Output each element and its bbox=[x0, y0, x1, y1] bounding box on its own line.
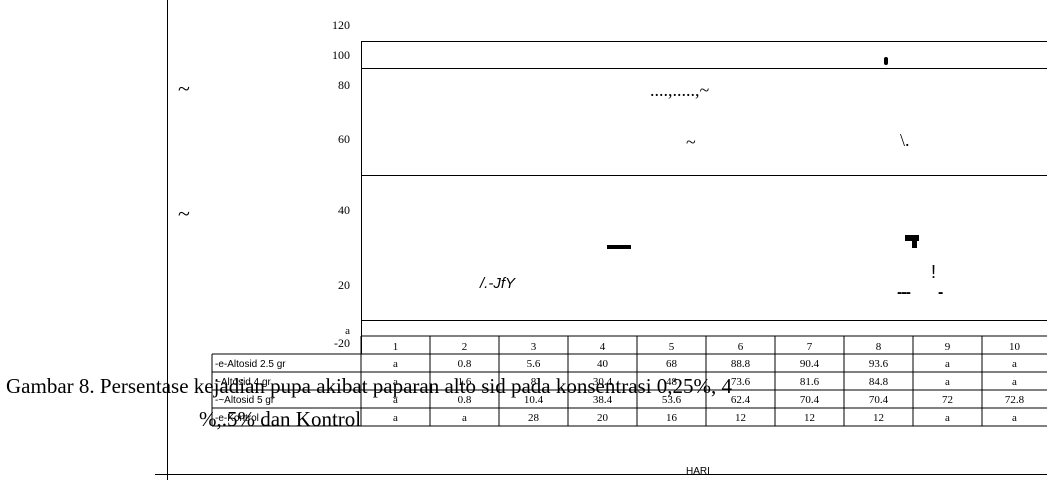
table-cell-value: a bbox=[945, 376, 950, 388]
table-row-label: ~Altosid 4 gr bbox=[215, 377, 272, 388]
table-cell-value: a bbox=[1012, 358, 1017, 370]
chart-bottom-border bbox=[155, 474, 1047, 475]
table-cell-value: a bbox=[393, 358, 398, 370]
y-tick-label: 40 bbox=[338, 203, 350, 217]
table-header-day: 2 bbox=[462, 341, 468, 353]
table-cell-value: a bbox=[393, 412, 398, 424]
gridline-80 bbox=[361, 68, 1047, 69]
table-cell-value: 72.8 bbox=[1005, 394, 1025, 406]
table-header-day: 9 bbox=[945, 341, 951, 353]
table-cell-value: 40 bbox=[597, 358, 609, 370]
table-header-day: 5 bbox=[669, 341, 675, 353]
table-cell-value: a bbox=[393, 394, 398, 406]
table-cell-value: 12 bbox=[804, 412, 815, 424]
table-header-day: 4 bbox=[600, 341, 606, 353]
table-row-label: -e-Kontrol bbox=[215, 413, 259, 424]
table-cell-value: a bbox=[1012, 412, 1017, 424]
y-tick-label: 80 bbox=[338, 78, 350, 92]
table-cell-value: 12 bbox=[735, 412, 746, 424]
table-cell-value: 73.6 bbox=[731, 376, 751, 388]
y-tick-label: 100 bbox=[332, 48, 350, 62]
table-cell-value: 90.4 bbox=[800, 358, 820, 370]
table-cell-value: 70.4 bbox=[800, 394, 820, 406]
ink-bar-mark bbox=[607, 245, 631, 249]
table-cell-value: 0.8 bbox=[458, 394, 472, 406]
table-cell-value: 1.6 bbox=[458, 376, 472, 388]
table-cell-value: 68 bbox=[666, 358, 678, 370]
table-row-label: -~Altosid 5 gr bbox=[215, 395, 275, 406]
table-header-day: 10 bbox=[1009, 341, 1021, 353]
table-cell-value: 38.4 bbox=[593, 394, 613, 406]
y-tick-label: 60 bbox=[338, 132, 350, 146]
table-cell-value: a bbox=[945, 412, 950, 424]
y-tick-extra-label: a bbox=[345, 325, 350, 337]
stray-text-mark: /.-JfY bbox=[480, 275, 516, 292]
table-cell-value: 81.6 bbox=[800, 376, 820, 388]
stray-dotted-mark: ....,.....,~ bbox=[650, 80, 710, 100]
table-cell-value: a bbox=[1012, 376, 1017, 388]
stray-tilde-mark: ~ bbox=[178, 76, 190, 101]
stray-dash-mark: - bbox=[938, 284, 944, 301]
gridline-40 bbox=[361, 175, 1047, 176]
gridline-100 bbox=[361, 41, 1047, 42]
table-cell-value: 0.8 bbox=[458, 358, 472, 370]
y-tick-label: -20 bbox=[334, 336, 350, 350]
table-cell-value: 5.6 bbox=[527, 358, 541, 370]
x-axis-label: HARI bbox=[686, 466, 710, 477]
plot-left-border bbox=[361, 41, 362, 354]
table-cell-value: a bbox=[462, 412, 467, 424]
stray-tilde-mark: ~ bbox=[686, 132, 696, 152]
y-tick-label: 120 bbox=[332, 18, 350, 32]
stray-exclamation-mark: ! bbox=[931, 262, 937, 282]
table-header-day: 3 bbox=[531, 341, 537, 353]
stray-dash-mark: --- bbox=[897, 284, 911, 301]
table-cell-value: 53.6 bbox=[662, 394, 682, 406]
table-cell-value: 93.6 bbox=[869, 358, 889, 370]
table-header-day: 8 bbox=[876, 341, 882, 353]
table-cell-value: 70.4 bbox=[869, 394, 889, 406]
figure-caption-line-1: Gambar 8. Persentase kejadian pupa akiba… bbox=[6, 374, 733, 398]
table-cell-value: 72 bbox=[942, 394, 953, 406]
ink-comma-mark bbox=[905, 235, 919, 241]
stray-backslash-mark: \. bbox=[900, 130, 910, 150]
gridline-0 bbox=[361, 320, 1047, 321]
table-cell-value: 12 bbox=[873, 412, 884, 424]
table-cell-value: 16 bbox=[666, 412, 678, 424]
chart-left-border bbox=[167, 0, 168, 480]
table-header-day: 6 bbox=[738, 341, 744, 353]
table-cell-value: 28 bbox=[528, 412, 540, 424]
table-cell-value: 84.8 bbox=[869, 376, 889, 388]
stray-tilde-mark: ~ bbox=[178, 201, 190, 226]
table-cell-value: 88.8 bbox=[731, 358, 751, 370]
table-header-day: 1 bbox=[393, 341, 399, 353]
table-row-label: -e-Altosid 2.5 gr bbox=[215, 359, 286, 370]
table-cell-value: a bbox=[393, 376, 398, 388]
table-cell-value: 48 bbox=[666, 376, 678, 388]
table-cell-value: 8 bbox=[531, 376, 537, 388]
table-cell-value: 10.4 bbox=[524, 394, 544, 406]
y-tick-label: 20 bbox=[338, 278, 350, 292]
figure-caption-line-2: %,.5% dan Kontrol bbox=[199, 407, 362, 431]
table-cell-value: 20 bbox=[597, 412, 609, 424]
table-cell-value: a bbox=[945, 358, 950, 370]
table-cell-value: 30.4 bbox=[593, 376, 613, 388]
ink-comma-mark bbox=[912, 240, 917, 248]
table-cell-value: 62.4 bbox=[731, 394, 751, 406]
table-header-day: 7 bbox=[807, 341, 813, 353]
ink-dot-mark bbox=[884, 57, 888, 65]
